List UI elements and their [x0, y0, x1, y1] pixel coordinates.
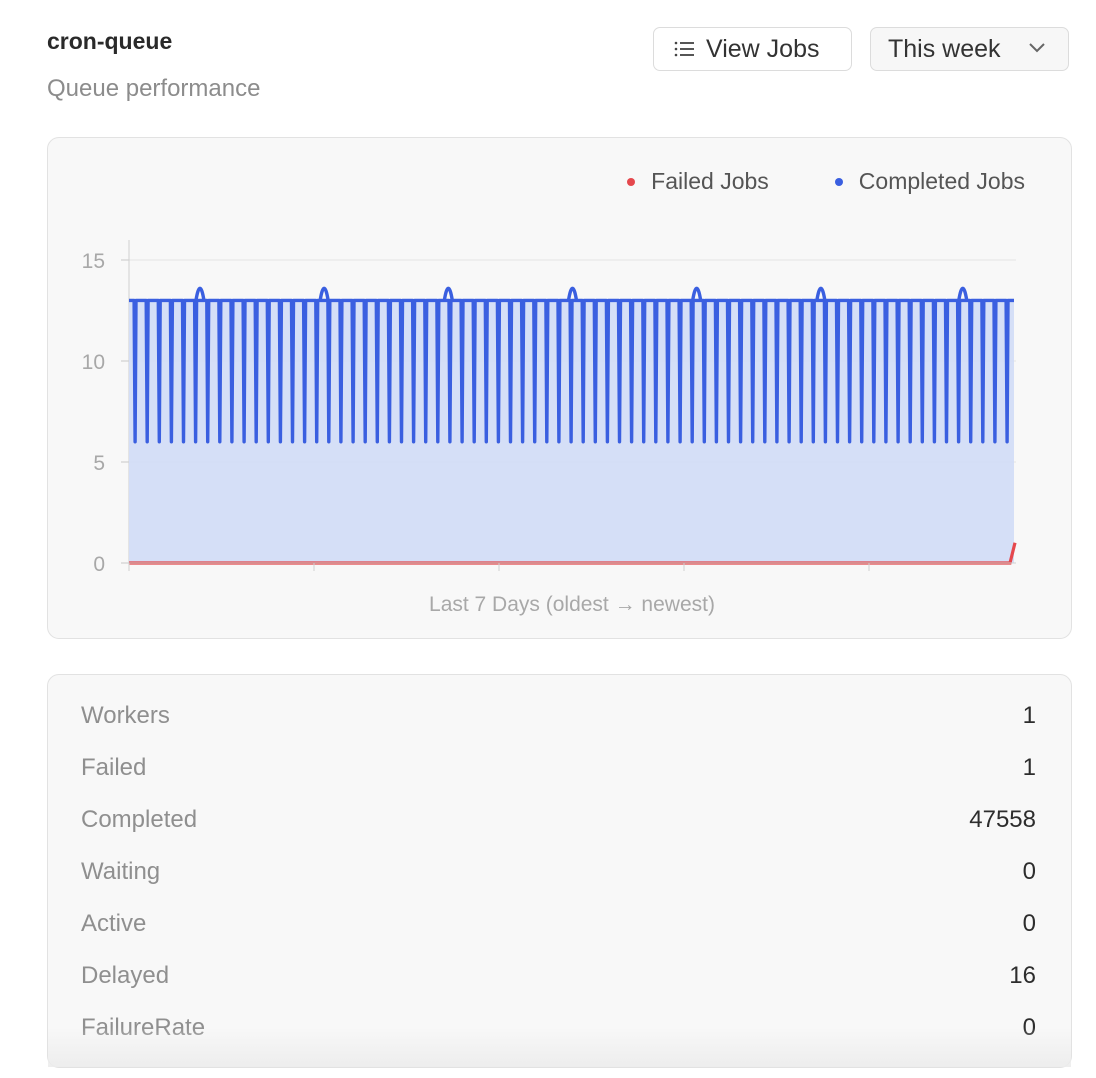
stat-row-completed: Completed 47558	[81, 805, 1036, 857]
time-range-label: This week	[888, 34, 1001, 63]
chart-card: Failed Jobs Completed Jobs 0 5 10 15 Last 7 …	[47, 137, 1072, 639]
legend-dot-failed	[627, 177, 636, 186]
stat-value: 0	[1022, 858, 1036, 885]
stat-label: Delayed	[81, 962, 170, 989]
stat-label: Workers	[81, 702, 170, 729]
y-tick-label: 15	[82, 250, 105, 273]
stat-label: FailureRate	[81, 1014, 206, 1041]
stats-list: Workers 1 Failed 1 Completed 47558 Waiting 0 Act…	[81, 701, 1036, 1065]
completed-peak	[815, 286, 827, 301]
legend-dot-completed	[834, 177, 843, 186]
view-jobs-button[interactable]: View Jobs	[653, 27, 852, 71]
stat-row-waiting: Waiting 0	[81, 857, 1036, 909]
completed-peak	[691, 286, 703, 301]
stat-row-failed: Failed 1	[81, 753, 1036, 805]
stats-card: Workers 1 Failed 1 Completed 47558 Waiting 0 Act…	[47, 674, 1072, 1068]
chart-legend: Failed Jobs Completed Jobs	[627, 168, 1025, 195]
stat-label: Active	[81, 910, 147, 937]
x-axis-label: Last 7 Days (oldest → newest)	[429, 593, 715, 616]
y-tick-label: 5	[93, 452, 105, 475]
time-range-select[interactable]: This week	[870, 27, 1069, 71]
queue-title: cron-queue	[47, 28, 173, 54]
stat-row-delayed: Delayed 16	[81, 961, 1036, 1013]
stat-row-workers: Workers 1	[81, 701, 1036, 753]
stat-row-failurerate: FailureRate 0	[81, 1013, 1036, 1065]
stat-label: Waiting	[81, 858, 161, 885]
legend-item-failed[interactable]: Failed Jobs	[627, 168, 769, 195]
stat-label: Failed	[81, 754, 147, 781]
completed-line	[129, 298, 1014, 444]
page-subtitle: Queue performance	[47, 75, 261, 102]
view-jobs-label: View Jobs	[706, 34, 820, 63]
y-tick-label: 10	[82, 351, 105, 374]
list-icon	[674, 41, 694, 57]
stat-value: 0	[1022, 1014, 1036, 1041]
stat-value: 47558	[969, 806, 1036, 833]
legend-item-completed[interactable]: Completed Jobs	[834, 168, 1025, 195]
stat-value: 1	[1022, 702, 1036, 729]
legend-label-completed: Completed Jobs	[858, 168, 1025, 194]
y-tick-label: 0	[93, 553, 105, 576]
completed-peak	[194, 286, 206, 301]
stat-row-active: Active 0	[81, 909, 1036, 961]
stat-label: Completed	[81, 806, 198, 833]
stat-value: 0	[1022, 910, 1036, 937]
completed-peak	[566, 286, 579, 301]
stat-value: 16	[1009, 962, 1036, 989]
completed-peak	[318, 286, 330, 301]
jobs-area-chart: 0 5 10 15 Last 7 Days (oldest → newest)	[82, 240, 1017, 616]
chevron-down-icon	[1029, 43, 1045, 53]
legend-label-failed: Failed Jobs	[651, 168, 769, 194]
stat-value: 1	[1022, 754, 1036, 781]
completed-peak	[957, 286, 969, 301]
completed-peak	[442, 286, 454, 301]
